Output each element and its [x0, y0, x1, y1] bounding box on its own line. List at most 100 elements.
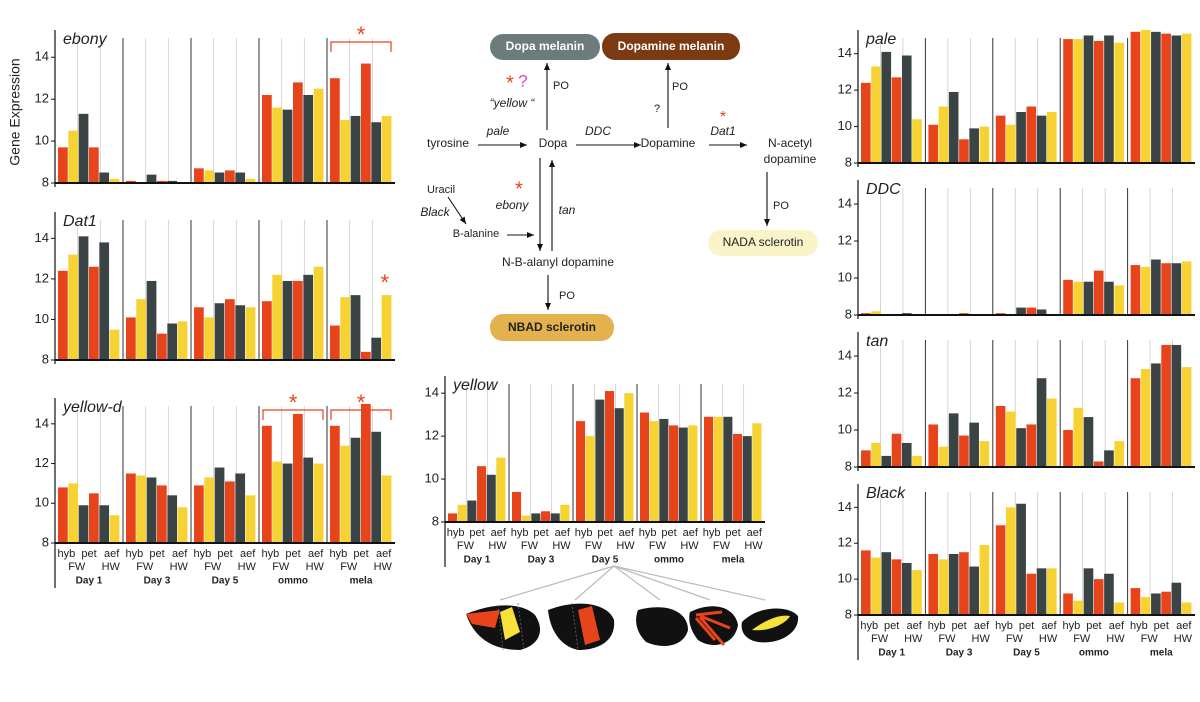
pigment-box: [490, 34, 600, 60]
bar: [576, 421, 586, 522]
bar: [99, 505, 110, 543]
bar: [1104, 573, 1114, 615]
bar: [1114, 441, 1124, 467]
y-tick-label: 14: [838, 347, 852, 362]
group-label: Day 5: [1013, 648, 1040, 659]
bar: [214, 467, 225, 543]
race-label: aef: [747, 527, 763, 539]
wing-patch: [466, 610, 500, 628]
race-label: hyb: [995, 620, 1013, 632]
bar: [303, 94, 314, 183]
bar: [1181, 367, 1192, 467]
question-mark: ?: [518, 71, 527, 90]
y-tick-label: 10: [838, 118, 852, 133]
bar: [78, 505, 89, 543]
wing-label: HW: [616, 540, 635, 552]
bar: [752, 423, 762, 522]
bar: [99, 172, 110, 183]
reaction-label: PO: [773, 200, 789, 212]
bar: [361, 351, 371, 360]
y-tick-label: 14: [838, 195, 852, 210]
bar: [361, 403, 371, 543]
wing-label: FW: [457, 540, 475, 552]
bar: [68, 483, 79, 543]
race-label: aef: [974, 620, 990, 632]
race-label: aef: [907, 620, 923, 632]
bar: [126, 473, 136, 543]
wing-label: FW: [649, 540, 667, 552]
race-label: pet: [285, 548, 300, 560]
bar: [1140, 597, 1151, 615]
bar: [1181, 261, 1192, 315]
y-tick-label: 8: [845, 606, 852, 621]
bar: [881, 455, 892, 467]
bar: [881, 552, 892, 615]
bar: [245, 178, 256, 183]
panel-title: DDC: [866, 181, 901, 198]
bar: [89, 147, 99, 183]
bar: [371, 431, 382, 543]
bar: [1140, 266, 1151, 315]
enzyme: ebony: [496, 198, 530, 212]
wing-label: FW: [521, 540, 539, 552]
bar: [1161, 33, 1171, 164]
panel-title: pale: [865, 31, 896, 48]
bar: [1114, 285, 1124, 315]
wing-label: HW: [972, 633, 991, 645]
bar: [1130, 265, 1141, 315]
bar: [713, 416, 723, 522]
bar: [177, 507, 188, 543]
group-label: Day 1: [76, 576, 103, 587]
y-tick-label: 8: [42, 534, 49, 549]
bar: [109, 515, 120, 543]
wing-illustrations: [499, 565, 766, 601]
wing-label: HW: [306, 561, 325, 573]
bar: [688, 425, 698, 522]
group-label: ommo: [1079, 648, 1109, 659]
bar: [928, 553, 939, 615]
bar: [167, 180, 178, 183]
y-tick-label: 12: [838, 232, 852, 247]
y-tick-label: 8: [845, 154, 852, 169]
bar: [58, 270, 68, 360]
race-label: pet: [1154, 620, 1169, 632]
race-label: hyb: [261, 548, 279, 560]
bar: [204, 477, 215, 543]
bar: [1073, 407, 1084, 467]
bar: [912, 570, 922, 615]
bar: [157, 180, 167, 183]
y-tick-label: 14: [838, 45, 852, 60]
arrow: [447, 196, 467, 225]
bar: [928, 124, 939, 163]
y-tick-label: 10: [35, 495, 49, 510]
bar: [995, 525, 1006, 615]
bar: [995, 405, 1006, 467]
bar: [938, 559, 949, 615]
bar: [1083, 417, 1094, 467]
bar: [1026, 424, 1037, 467]
wing-label: FW: [204, 561, 222, 573]
bar: [678, 427, 688, 522]
bar: [313, 463, 324, 543]
y-tick-label: 8: [845, 458, 852, 473]
bar: [521, 515, 531, 522]
bar: [313, 266, 324, 360]
y-tick-label: 8: [845, 306, 852, 321]
bar: [1104, 35, 1114, 163]
bar: [614, 408, 624, 522]
significance-mark: *: [357, 22, 366, 47]
y-tick-label: 14: [35, 230, 49, 245]
compound: Dopa: [539, 136, 568, 150]
bar: [225, 299, 235, 360]
bar: [861, 450, 871, 467]
bar: [371, 337, 382, 360]
group-label: Day 5: [212, 576, 239, 587]
compound: N-acetyl: [768, 136, 812, 150]
bar: [1006, 124, 1016, 163]
bar: [340, 445, 351, 543]
bar: [1073, 600, 1084, 615]
wings: [466, 603, 799, 650]
bar: [1006, 507, 1016, 615]
bar: [1026, 307, 1037, 315]
